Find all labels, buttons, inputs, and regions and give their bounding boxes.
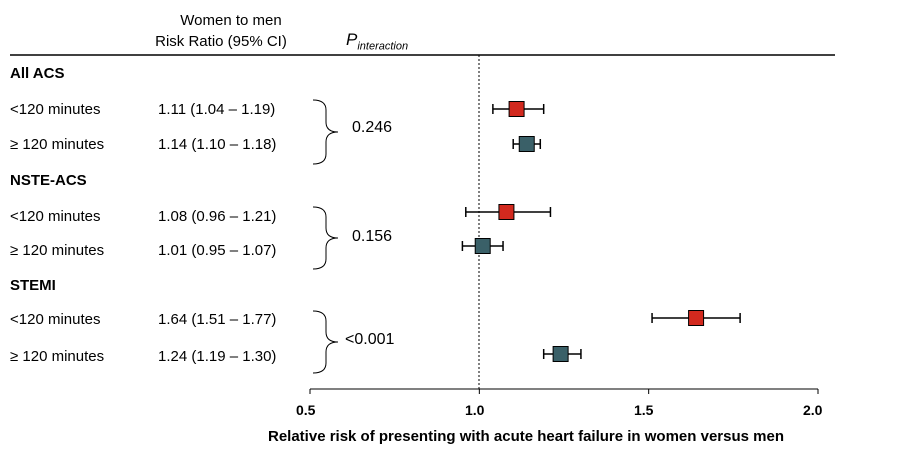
group-title: STEMI [10, 277, 56, 294]
row-ci-text: 1.01 (0.95 – 1.07) [158, 242, 277, 259]
point-estimate-marker [552, 346, 569, 362]
p-value: <0.001 [345, 331, 395, 348]
p-value: 0.246 [352, 119, 393, 136]
row-label: ≥ 120 minutes [10, 136, 105, 153]
group-bracket [312, 206, 339, 270]
x-tick-label: 2.0 [803, 402, 823, 418]
point-estimate-marker [474, 238, 491, 254]
x-axis-label: Relative risk of presenting with acute h… [268, 428, 784, 445]
group-bracket [312, 99, 339, 165]
row-label: ≥ 120 minutes [10, 242, 105, 259]
forest-marks [309, 101, 819, 394]
row-ci-text: 1.11 (1.04 – 1.19) [158, 101, 276, 118]
point-estimate-marker [518, 136, 535, 152]
x-tick-label: 1.0 [465, 402, 485, 418]
ratio-header-line2: Risk Ratio (95% CI) [155, 33, 287, 50]
row-ci-text: 1.64 (1.51 – 1.77) [158, 311, 277, 328]
point-estimate-marker [498, 204, 515, 220]
group-title: All ACS [10, 65, 65, 82]
x-tick-label: 1.5 [634, 402, 654, 418]
group-title: NSTE-ACS [10, 172, 87, 189]
row-ci-text: 1.08 (0.96 – 1.21) [158, 208, 277, 225]
point-estimate-marker [688, 310, 705, 326]
row-label: <120 minutes [10, 208, 101, 225]
row-ci-text: 1.14 (1.10 – 1.18) [158, 136, 277, 153]
p-header-sub: interaction [357, 40, 409, 53]
row-label: <120 minutes [10, 311, 101, 328]
p-interaction-header: Pinteraction [346, 30, 408, 52]
row-ci-text: 1.24 (1.19 – 1.30) [158, 348, 277, 365]
ratio-column-header: Women to men Risk Ratio (95% CI) [155, 10, 296, 52]
x-tick-label: 0.5 [296, 402, 316, 418]
row-label: <120 minutes [10, 101, 101, 118]
p-value: 0.156 [352, 228, 393, 245]
row-label: ≥ 120 minutes [10, 348, 105, 365]
ratio-header-line1: Women to men [180, 12, 282, 29]
p-header-main: P [346, 30, 358, 49]
point-estimate-marker [508, 101, 525, 117]
group-bracket [312, 310, 339, 374]
